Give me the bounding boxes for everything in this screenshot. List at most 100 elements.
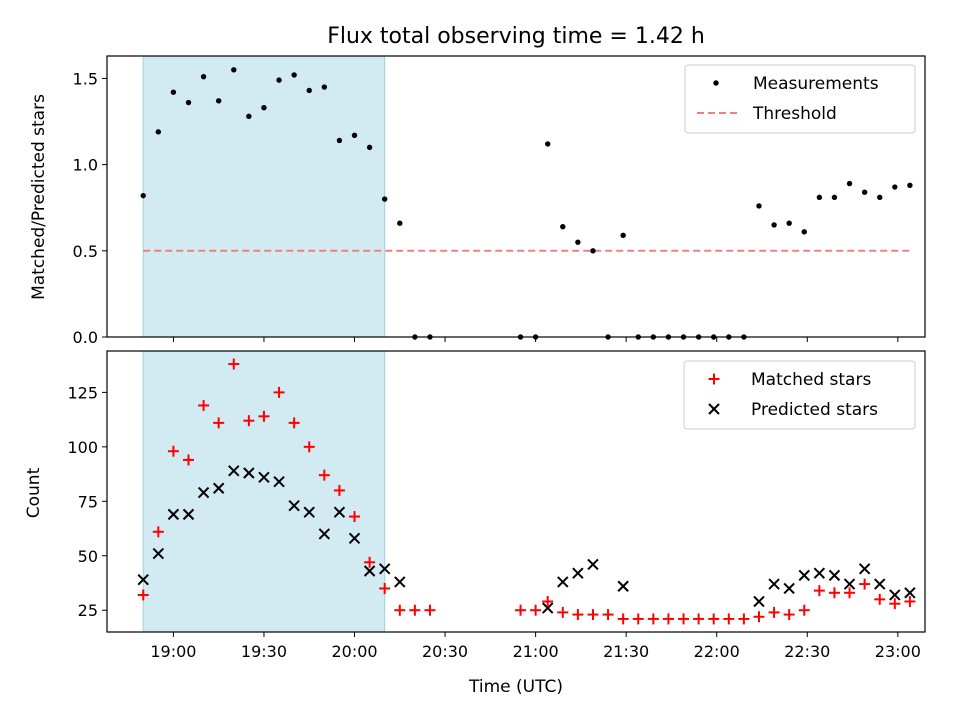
predicted-point: [167, 508, 180, 521]
measurement-point: [861, 189, 868, 195]
measurement-point: [291, 72, 297, 78]
y-tick-label: 1.5: [73, 69, 98, 88]
matched-point: [273, 386, 285, 398]
matched-point: [844, 587, 856, 599]
predicted-point-b: [557, 576, 569, 588]
predicted-point-b: [572, 567, 584, 579]
y-tick-label: 0.0: [73, 328, 98, 347]
predicted-point: [783, 582, 795, 595]
matched-point: [182, 454, 194, 466]
matched-point: [783, 609, 795, 621]
legend-matched-marker: [708, 373, 720, 385]
measurement-point: [336, 137, 343, 144]
measurement-point: [801, 229, 807, 235]
predicted-point: [394, 576, 406, 588]
predicted-point-b: [333, 506, 346, 518]
measurement-point: [366, 144, 373, 151]
x-tick-label: 23:00: [875, 642, 921, 661]
matched-point: [678, 613, 690, 625]
top-highlight-span: [142, 55, 386, 338]
matched-point: [364, 556, 376, 568]
bottom-axis-ticks: 25 50 75 100 125 19:00 19:30 20:00 20:30 21:00 21:…: [67, 383, 920, 661]
predicted-point-b: [167, 508, 180, 521]
measurement-point: [231, 67, 237, 73]
measurement-point: [397, 220, 403, 226]
predicted-point: [557, 576, 569, 588]
matched-point: [662, 613, 674, 625]
predicted-point: [258, 471, 270, 484]
predicted-point: [243, 467, 255, 479]
predicted-point: [212, 482, 225, 494]
predicted-point: [828, 569, 841, 582]
predicted-point-b: [348, 532, 361, 545]
matched-point: [542, 596, 554, 608]
measurement-points: [140, 67, 913, 340]
predicted-point: [363, 565, 376, 577]
top-legend-box: [684, 64, 916, 134]
measurement-point: [246, 113, 252, 120]
x-tick-label: 20:00: [331, 642, 377, 661]
bottom-plot-frame: [106, 350, 926, 633]
matched-point: [333, 484, 345, 496]
matched-point: [379, 582, 391, 594]
predicted-point-b: [843, 578, 856, 590]
predicted-point-b: [288, 499, 300, 512]
measurement-point: [786, 220, 792, 226]
measurement-point: [620, 232, 626, 238]
measurement-point: [200, 73, 207, 80]
x-tick-label: 21:00: [513, 642, 559, 661]
matched-point: [318, 469, 330, 481]
predicted-point-b: [137, 574, 149, 586]
matched-point: [530, 604, 542, 616]
measurement-point: [215, 98, 222, 104]
matched-point: [647, 613, 659, 625]
measurement-point: [590, 248, 596, 254]
predicted-point: [303, 506, 315, 518]
matched-point: [798, 604, 810, 616]
chart-title: Flux total observing time = 1.42 h: [327, 24, 705, 49]
highlight-span: [142, 350, 386, 633]
predicted-point: [541, 602, 554, 614]
predicted-point: [152, 547, 165, 560]
y-tick-label: 1.0: [73, 156, 98, 175]
legend-matched-label: Matched stars: [751, 370, 871, 390]
legend-threshold-label: Threshold: [752, 104, 837, 124]
predicted-point-b: [197, 486, 210, 499]
legend-x-glyph-b: [708, 403, 720, 415]
matched-point: [572, 609, 584, 621]
predicted-point: [753, 595, 765, 608]
matched-point: [617, 613, 629, 625]
matched-point: [768, 606, 780, 618]
predicted-point: [378, 563, 391, 575]
measurement-point: [907, 182, 913, 188]
predicted-point-b: [541, 602, 554, 614]
predicted-point-b: [303, 506, 315, 518]
predicted-point: [617, 580, 629, 592]
x-tick-label: 19:00: [150, 642, 196, 661]
predicted-point-b: [212, 482, 225, 494]
matched-point: [738, 613, 750, 625]
y-tick-label: 0.5: [73, 242, 98, 261]
predicted-point: [348, 532, 361, 545]
predicted-point-b: [587, 558, 599, 571]
matched-point: [198, 399, 210, 411]
predicted-point-b: [858, 563, 871, 575]
matched-point: [258, 410, 270, 422]
matched-point: [889, 598, 901, 610]
matched-point: [587, 609, 599, 621]
matched-point: [904, 596, 916, 608]
top-legend: Measurements Threshold: [684, 64, 916, 134]
matched-point: [693, 613, 705, 625]
matched-point: [602, 609, 614, 621]
measurement-point: [816, 194, 823, 201]
matched-point: [723, 613, 735, 625]
matched-point: [708, 613, 720, 625]
predicted-point: [768, 578, 780, 590]
predicted-point-b: [813, 567, 826, 579]
x-axis-label: Time (UTC): [468, 677, 563, 697]
measurement-point: [140, 192, 146, 199]
matched-point: [288, 417, 300, 429]
predicted-point-b: [768, 578, 780, 590]
measurement-point: [185, 99, 192, 106]
